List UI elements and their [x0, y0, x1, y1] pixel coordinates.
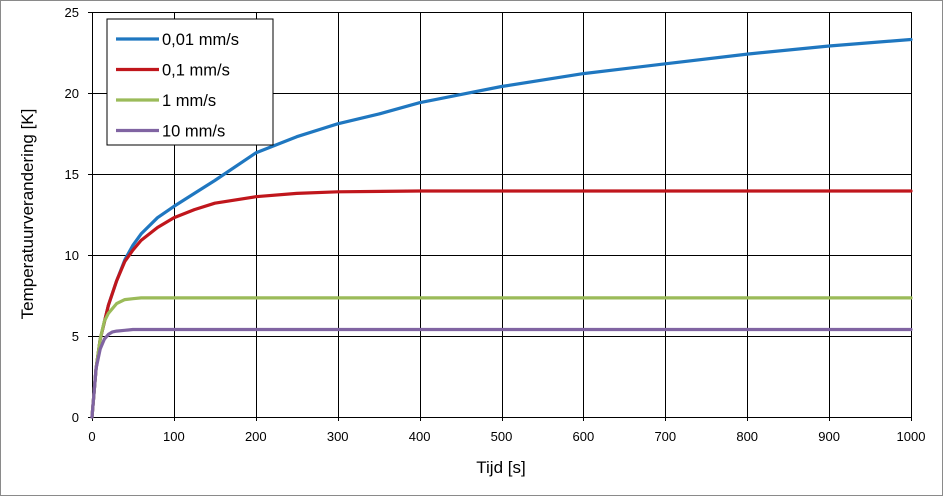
y-tick-label: 0	[72, 410, 79, 425]
tick-labels: 0 100 200 300 400 500 600 700 800 900 1000 0 5 10 15 20…	[65, 5, 926, 444]
y-tick-label: 15	[65, 167, 79, 182]
series-line-4	[90, 327, 913, 419]
x-tick-label: 900	[818, 429, 840, 444]
series-line-3	[90, 296, 913, 419]
y-tick-label: 20	[65, 86, 79, 101]
x-tick-label: 800	[736, 429, 758, 444]
legend-label: 0,1 mm/s	[162, 62, 230, 80]
y-tick-label: 25	[65, 5, 79, 20]
legend-label: 10 mm/s	[162, 123, 225, 141]
series-lines	[90, 37, 913, 419]
x-tick-label: 300	[327, 429, 349, 444]
x-tick-label: 1000	[897, 429, 926, 444]
y-tick-label: 10	[65, 248, 79, 263]
series-line-2	[90, 189, 913, 419]
y-axis-title: Temperatuurverandering [K]	[18, 109, 37, 320]
legend-label: 0,01 mm/s	[162, 31, 239, 49]
x-tick-label: 600	[573, 429, 595, 444]
legend-label: 1 mm/s	[162, 92, 216, 110]
x-axis-title: Tijd [s]	[476, 458, 525, 477]
x-tick-label: 700	[654, 429, 676, 444]
y-tick-label: 5	[72, 329, 79, 344]
gridlines	[88, 12, 912, 421]
x-tick-label: 100	[163, 429, 185, 444]
legend: 0,01 mm/s 0,1 mm/s 1 mm/s 10 mm/s	[106, 18, 274, 146]
x-tick-label: 400	[409, 429, 431, 444]
x-tick-label: 200	[245, 429, 267, 444]
x-tick-label: 0	[88, 429, 95, 444]
x-tick-label: 500	[491, 429, 513, 444]
